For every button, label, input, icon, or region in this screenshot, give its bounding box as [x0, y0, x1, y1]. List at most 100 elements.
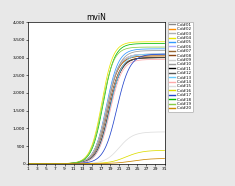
C.d#11	[125, 62, 128, 64]
C.d#06	[71, 162, 74, 164]
C.d#13	[71, 162, 74, 165]
C.d#09	[163, 53, 166, 55]
C.d#07	[163, 55, 166, 57]
Line: C.d#01: C.d#01	[28, 54, 164, 164]
C.d#07	[71, 162, 74, 164]
Line: C.d#10: C.d#10	[28, 51, 164, 164]
C.d#09	[71, 162, 74, 164]
Line: C.d#05: C.d#05	[28, 49, 164, 164]
C.d#16	[43, 163, 46, 165]
Line: C.d#02: C.d#02	[28, 56, 164, 164]
C.d#07	[126, 58, 129, 60]
C.d#16	[71, 163, 74, 165]
C.d#07	[113, 79, 115, 81]
C.d#20	[125, 161, 128, 163]
C.d#13	[125, 60, 128, 62]
Line: C.d#04: C.d#04	[28, 42, 164, 164]
C.d#14	[113, 94, 115, 96]
C.d#09	[81, 161, 84, 163]
C.d#13	[163, 53, 166, 55]
C.d#17	[125, 73, 128, 75]
Line: C.d#14: C.d#14	[28, 60, 164, 164]
C.d#18	[126, 44, 129, 46]
C.d#13	[43, 163, 46, 165]
C.d#04	[126, 42, 129, 44]
C.d#16	[27, 163, 30, 165]
C.d#01	[81, 161, 84, 163]
C.d#19	[81, 159, 84, 161]
C.d#19	[27, 163, 30, 165]
C.d#20	[113, 162, 115, 164]
C.d#06	[126, 56, 129, 59]
C.d#02	[163, 55, 166, 57]
C.d#10	[81, 161, 84, 163]
C.d#16	[125, 155, 128, 158]
C.d#20	[163, 157, 166, 160]
C.d#05	[125, 52, 128, 54]
C.d#14	[81, 161, 84, 164]
C.d#05	[71, 162, 74, 164]
Line: C.d#11: C.d#11	[28, 58, 164, 164]
C.d#06	[125, 57, 128, 59]
Line: C.d#16: C.d#16	[28, 150, 164, 164]
C.d#02	[71, 162, 74, 164]
C.d#04	[43, 163, 46, 165]
C.d#07	[125, 58, 128, 61]
C.d#04	[125, 42, 128, 44]
C.d#20	[81, 163, 84, 165]
C.d#06	[81, 161, 84, 163]
C.d#12	[126, 62, 129, 64]
C.d#01	[27, 163, 30, 165]
C.d#12	[163, 57, 166, 59]
C.d#05	[126, 51, 129, 53]
Line: C.d#19: C.d#19	[28, 47, 164, 164]
C.d#11	[71, 162, 74, 165]
C.d#17	[113, 120, 115, 122]
C.d#08	[71, 162, 74, 164]
C.d#10	[43, 163, 46, 165]
Line: C.d#17: C.d#17	[28, 54, 164, 164]
C.d#15	[163, 131, 166, 133]
C.d#19	[126, 47, 129, 50]
C.d#15	[81, 162, 84, 165]
C.d#13	[126, 59, 129, 61]
C.d#01	[125, 57, 128, 59]
Line: C.d#20: C.d#20	[28, 158, 164, 164]
C.d#02	[113, 79, 115, 81]
C.d#11	[126, 62, 129, 64]
C.d#11	[27, 163, 30, 165]
C.d#05	[27, 163, 30, 165]
C.d#18	[125, 44, 128, 46]
C.d#04	[71, 162, 74, 164]
C.d#18	[113, 58, 115, 60]
C.d#07	[43, 163, 46, 165]
Line: C.d#09: C.d#09	[28, 54, 164, 164]
C.d#15	[43, 163, 46, 165]
C.d#14	[43, 163, 46, 165]
C.d#08	[27, 163, 30, 165]
C.d#08	[43, 163, 46, 165]
C.d#16	[81, 163, 84, 165]
C.d#09	[43, 163, 46, 165]
C.d#20	[71, 163, 74, 165]
C.d#13	[81, 161, 84, 164]
C.d#19	[163, 46, 166, 48]
Line: C.d#12: C.d#12	[28, 58, 164, 164]
C.d#09	[125, 57, 128, 59]
C.d#08	[81, 161, 84, 163]
C.d#17	[43, 163, 46, 165]
Title: mviN: mviN	[86, 12, 106, 22]
Line: C.d#08: C.d#08	[28, 58, 164, 164]
C.d#17	[81, 162, 84, 164]
C.d#09	[126, 56, 129, 59]
C.d#16	[163, 149, 166, 151]
C.d#03	[113, 77, 115, 80]
C.d#11	[43, 163, 46, 165]
C.d#14	[125, 65, 128, 67]
C.d#03	[163, 53, 166, 55]
C.d#14	[71, 162, 74, 165]
C.d#06	[163, 53, 166, 55]
C.d#10	[126, 54, 129, 56]
C.d#10	[113, 79, 115, 81]
C.d#13	[113, 90, 115, 93]
